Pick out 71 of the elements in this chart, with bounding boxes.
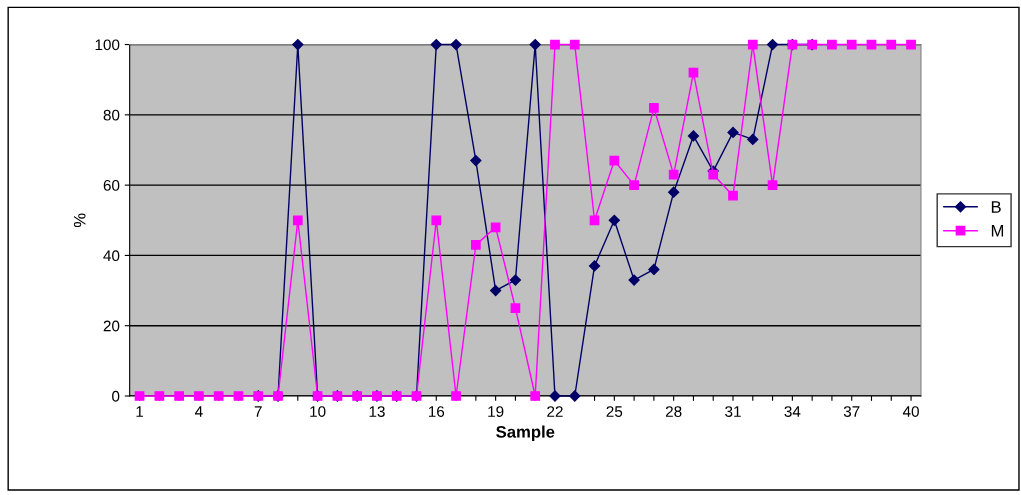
point	[649, 102, 659, 113]
x-tick-label: 16	[428, 406, 445, 417]
x-tick-label: 10	[310, 406, 326, 417]
x-tick-label: 37	[843, 406, 860, 417]
point	[648, 263, 660, 276]
y-tick-label: 80	[103, 109, 120, 121]
point	[430, 38, 442, 51]
point	[213, 391, 224, 401]
point	[628, 274, 640, 286]
x-tick-label: 22	[547, 406, 563, 417]
point	[906, 39, 916, 50]
point	[431, 215, 442, 226]
point	[609, 155, 620, 166]
point	[134, 391, 145, 401]
x-tick-label: 7	[254, 406, 262, 417]
y-tick-label: 100	[95, 39, 120, 51]
point	[747, 39, 758, 50]
point	[588, 260, 601, 272]
point	[174, 391, 184, 401]
point	[767, 180, 778, 190]
point	[708, 169, 719, 180]
x-tick-label: 31	[725, 406, 741, 417]
point	[490, 222, 501, 233]
point	[727, 126, 739, 139]
y-tick-label: 40	[103, 250, 120, 262]
point	[550, 39, 560, 50]
point	[668, 169, 679, 180]
y-tick-label: 0	[112, 390, 120, 402]
x-tick-label: 34	[784, 406, 801, 417]
point	[747, 133, 759, 146]
point	[292, 215, 303, 226]
point	[194, 391, 204, 401]
point	[509, 274, 522, 286]
point	[549, 390, 561, 402]
point	[668, 186, 680, 198]
x-tick-label: 1	[136, 406, 144, 417]
point	[292, 38, 304, 51]
point	[846, 39, 857, 50]
x-axis-title: Sample	[496, 425, 555, 442]
point	[728, 190, 738, 201]
point	[766, 38, 779, 51]
point	[154, 391, 165, 401]
point	[530, 391, 541, 401]
point	[569, 390, 581, 402]
point	[470, 240, 481, 250]
legend-label: M	[991, 225, 1004, 237]
legend-label: B	[991, 201, 1001, 213]
y-axis-title: %	[73, 213, 86, 228]
point	[886, 39, 897, 50]
point	[827, 39, 837, 50]
x-tick-label: 28	[665, 406, 682, 417]
point	[687, 130, 700, 142]
point	[569, 39, 580, 50]
point	[688, 67, 699, 78]
x-tick-label: 19	[488, 406, 504, 417]
y-tick-label: 20	[103, 320, 120, 332]
point	[450, 38, 462, 51]
x-tick-label: 4	[195, 406, 203, 417]
point	[233, 391, 244, 401]
point	[608, 214, 620, 226]
point	[529, 38, 541, 51]
point	[470, 154, 482, 167]
point	[451, 391, 461, 401]
x-tick-label: 40	[902, 406, 919, 417]
x-tick-label: 13	[369, 406, 385, 417]
y-tick-label: 60	[103, 180, 120, 191]
point	[589, 215, 600, 226]
point	[629, 180, 639, 190]
point	[510, 303, 521, 313]
point	[490, 284, 502, 297]
x-tick-label: 25	[606, 406, 623, 417]
